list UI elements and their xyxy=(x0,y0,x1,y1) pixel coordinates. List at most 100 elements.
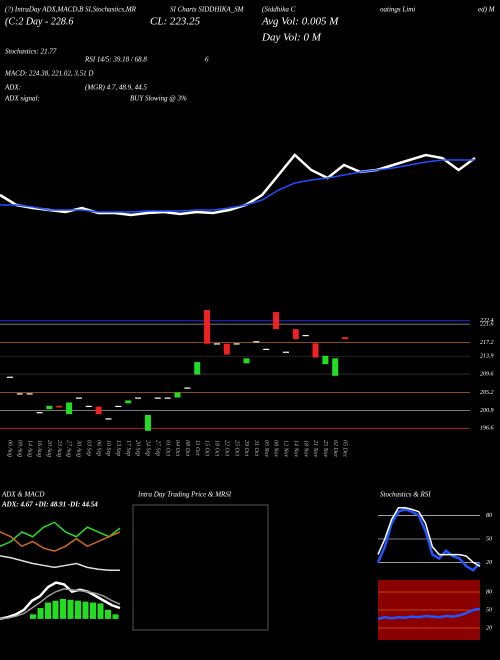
candle-body xyxy=(263,348,270,350)
x-tick-label: 18 Oct xyxy=(214,440,220,456)
x-tick-label: 23 Aug xyxy=(56,440,62,457)
header-text: MACD: 224.38, 221.02, 3.51 D xyxy=(4,70,93,78)
header-text: ADX: xyxy=(4,84,21,92)
x-tick-label: 18 Nov xyxy=(302,440,308,458)
header-text: Day Vol: 0 M xyxy=(261,32,322,44)
y-tick-label: 80 xyxy=(486,513,492,519)
header-text: oatings Limi xyxy=(380,6,415,14)
y-tick-label: 20 xyxy=(486,625,492,631)
series-line xyxy=(0,581,121,621)
y-tick-label: 217.2 xyxy=(480,340,494,346)
candle-body xyxy=(302,335,309,337)
x-tick-label: 12 Nov xyxy=(283,440,289,458)
x-tick-label: 16 Aug xyxy=(36,440,42,457)
series-line xyxy=(376,508,481,572)
x-tick-label: 20 Sep xyxy=(135,440,141,456)
x-tick-label: 04 Oct xyxy=(174,440,181,456)
header-text: (C:2 Day - 228.6 xyxy=(5,16,73,27)
y-tick-label: 50 xyxy=(486,536,492,542)
series-line xyxy=(0,531,121,552)
x-tick-label: 20 Aug xyxy=(46,440,52,457)
histogram-bar xyxy=(52,600,59,619)
candle-body xyxy=(342,337,349,340)
x-tick-label: 24 Sep xyxy=(145,440,152,456)
panel-frame xyxy=(132,504,269,631)
histogram-bar xyxy=(97,603,104,619)
histogram-bar xyxy=(30,614,36,619)
candle-body xyxy=(194,362,201,375)
candle-body xyxy=(16,393,23,395)
histogram-bar xyxy=(37,608,44,619)
x-tick-label: 15 Oct xyxy=(204,440,210,456)
x-tick-label: 05 Nov xyxy=(263,440,269,458)
panel-title: ADX & MACD xyxy=(1,491,44,499)
panel-title: Intra Day Trading Price & MRSI xyxy=(137,491,232,499)
y-tick-label: 221.6 xyxy=(480,322,494,328)
candle-body xyxy=(115,405,122,408)
y-tick-label: 20 xyxy=(486,560,492,566)
candle-body xyxy=(125,400,132,404)
candle-body xyxy=(204,310,211,344)
header-text: BUY Slowing @ 3% xyxy=(130,95,187,103)
candle-body xyxy=(223,343,230,355)
candle-body xyxy=(282,351,289,353)
x-tick-label: 14 Aug xyxy=(26,440,33,457)
x-tick-label: 30 Aug xyxy=(76,439,82,457)
candle-body xyxy=(75,397,82,399)
candle-body xyxy=(46,405,53,410)
header-text: SI Charts SIDDHIKA_SM xyxy=(170,6,245,14)
candle-body xyxy=(164,397,171,399)
histogram-bar xyxy=(67,599,74,619)
histogram-bar xyxy=(90,602,96,619)
x-tick-label: 08 Oct xyxy=(184,440,190,456)
candle-body xyxy=(144,415,151,431)
x-tick-label: 06 Aug xyxy=(7,440,13,457)
candle-body xyxy=(36,412,43,414)
candle-body xyxy=(135,397,142,399)
candle-body xyxy=(95,406,102,415)
x-tick-label: 14 Nov xyxy=(292,440,299,458)
header-text: Avg Vol: 0.005 M xyxy=(261,16,339,28)
series-line xyxy=(0,555,120,571)
candle-body xyxy=(66,402,73,415)
histogram-bar xyxy=(45,602,51,619)
header-text: (MGR) 4.7, 48.9, 44.5 xyxy=(85,84,147,92)
series-line xyxy=(0,521,121,547)
histogram-bar xyxy=(112,614,119,619)
candle-body xyxy=(312,343,319,358)
candle-body xyxy=(322,355,329,365)
x-tick-label: 06 Sep xyxy=(95,440,101,456)
x-tick-label: 13 Sep xyxy=(115,440,121,456)
x-tick-label: 27 Sep xyxy=(154,440,160,456)
x-tick-label: 10 Sep xyxy=(105,440,111,456)
candle-body xyxy=(85,405,92,408)
header-text: Stochastics: 21.77 xyxy=(5,48,57,56)
header-text: ADX signal: xyxy=(4,95,40,103)
candle-body xyxy=(174,392,181,398)
candle-body xyxy=(26,393,33,395)
y-tick-label: 222.4 xyxy=(480,317,494,324)
candle-body xyxy=(292,329,299,340)
y-tick-label: 200.9 xyxy=(480,408,494,414)
series-line xyxy=(0,159,475,213)
x-tick-label: 21 Nov xyxy=(312,440,318,458)
series-line xyxy=(0,588,121,620)
x-tick-label: 09 Aug xyxy=(16,440,22,457)
header-text: 6 xyxy=(205,56,209,64)
x-tick-label: 05 Dec xyxy=(342,440,348,457)
candle-body xyxy=(105,418,112,420)
histogram-bar xyxy=(75,600,81,619)
y-tick-label: 50 xyxy=(486,607,492,613)
x-tick-label: 03 Sep xyxy=(85,440,91,456)
x-tick-label: 22 Oct xyxy=(223,440,229,456)
candle-body xyxy=(273,312,280,330)
histogram-bar xyxy=(60,598,66,619)
histogram-bar xyxy=(105,609,111,619)
series-line xyxy=(0,153,476,217)
x-tick-label: 31 Oct xyxy=(253,439,259,456)
candle-body xyxy=(332,358,339,376)
x-tick-label: 11 Oct xyxy=(194,440,200,456)
x-tick-label: 01 Oct xyxy=(164,440,170,456)
histogram-bar xyxy=(82,601,89,619)
